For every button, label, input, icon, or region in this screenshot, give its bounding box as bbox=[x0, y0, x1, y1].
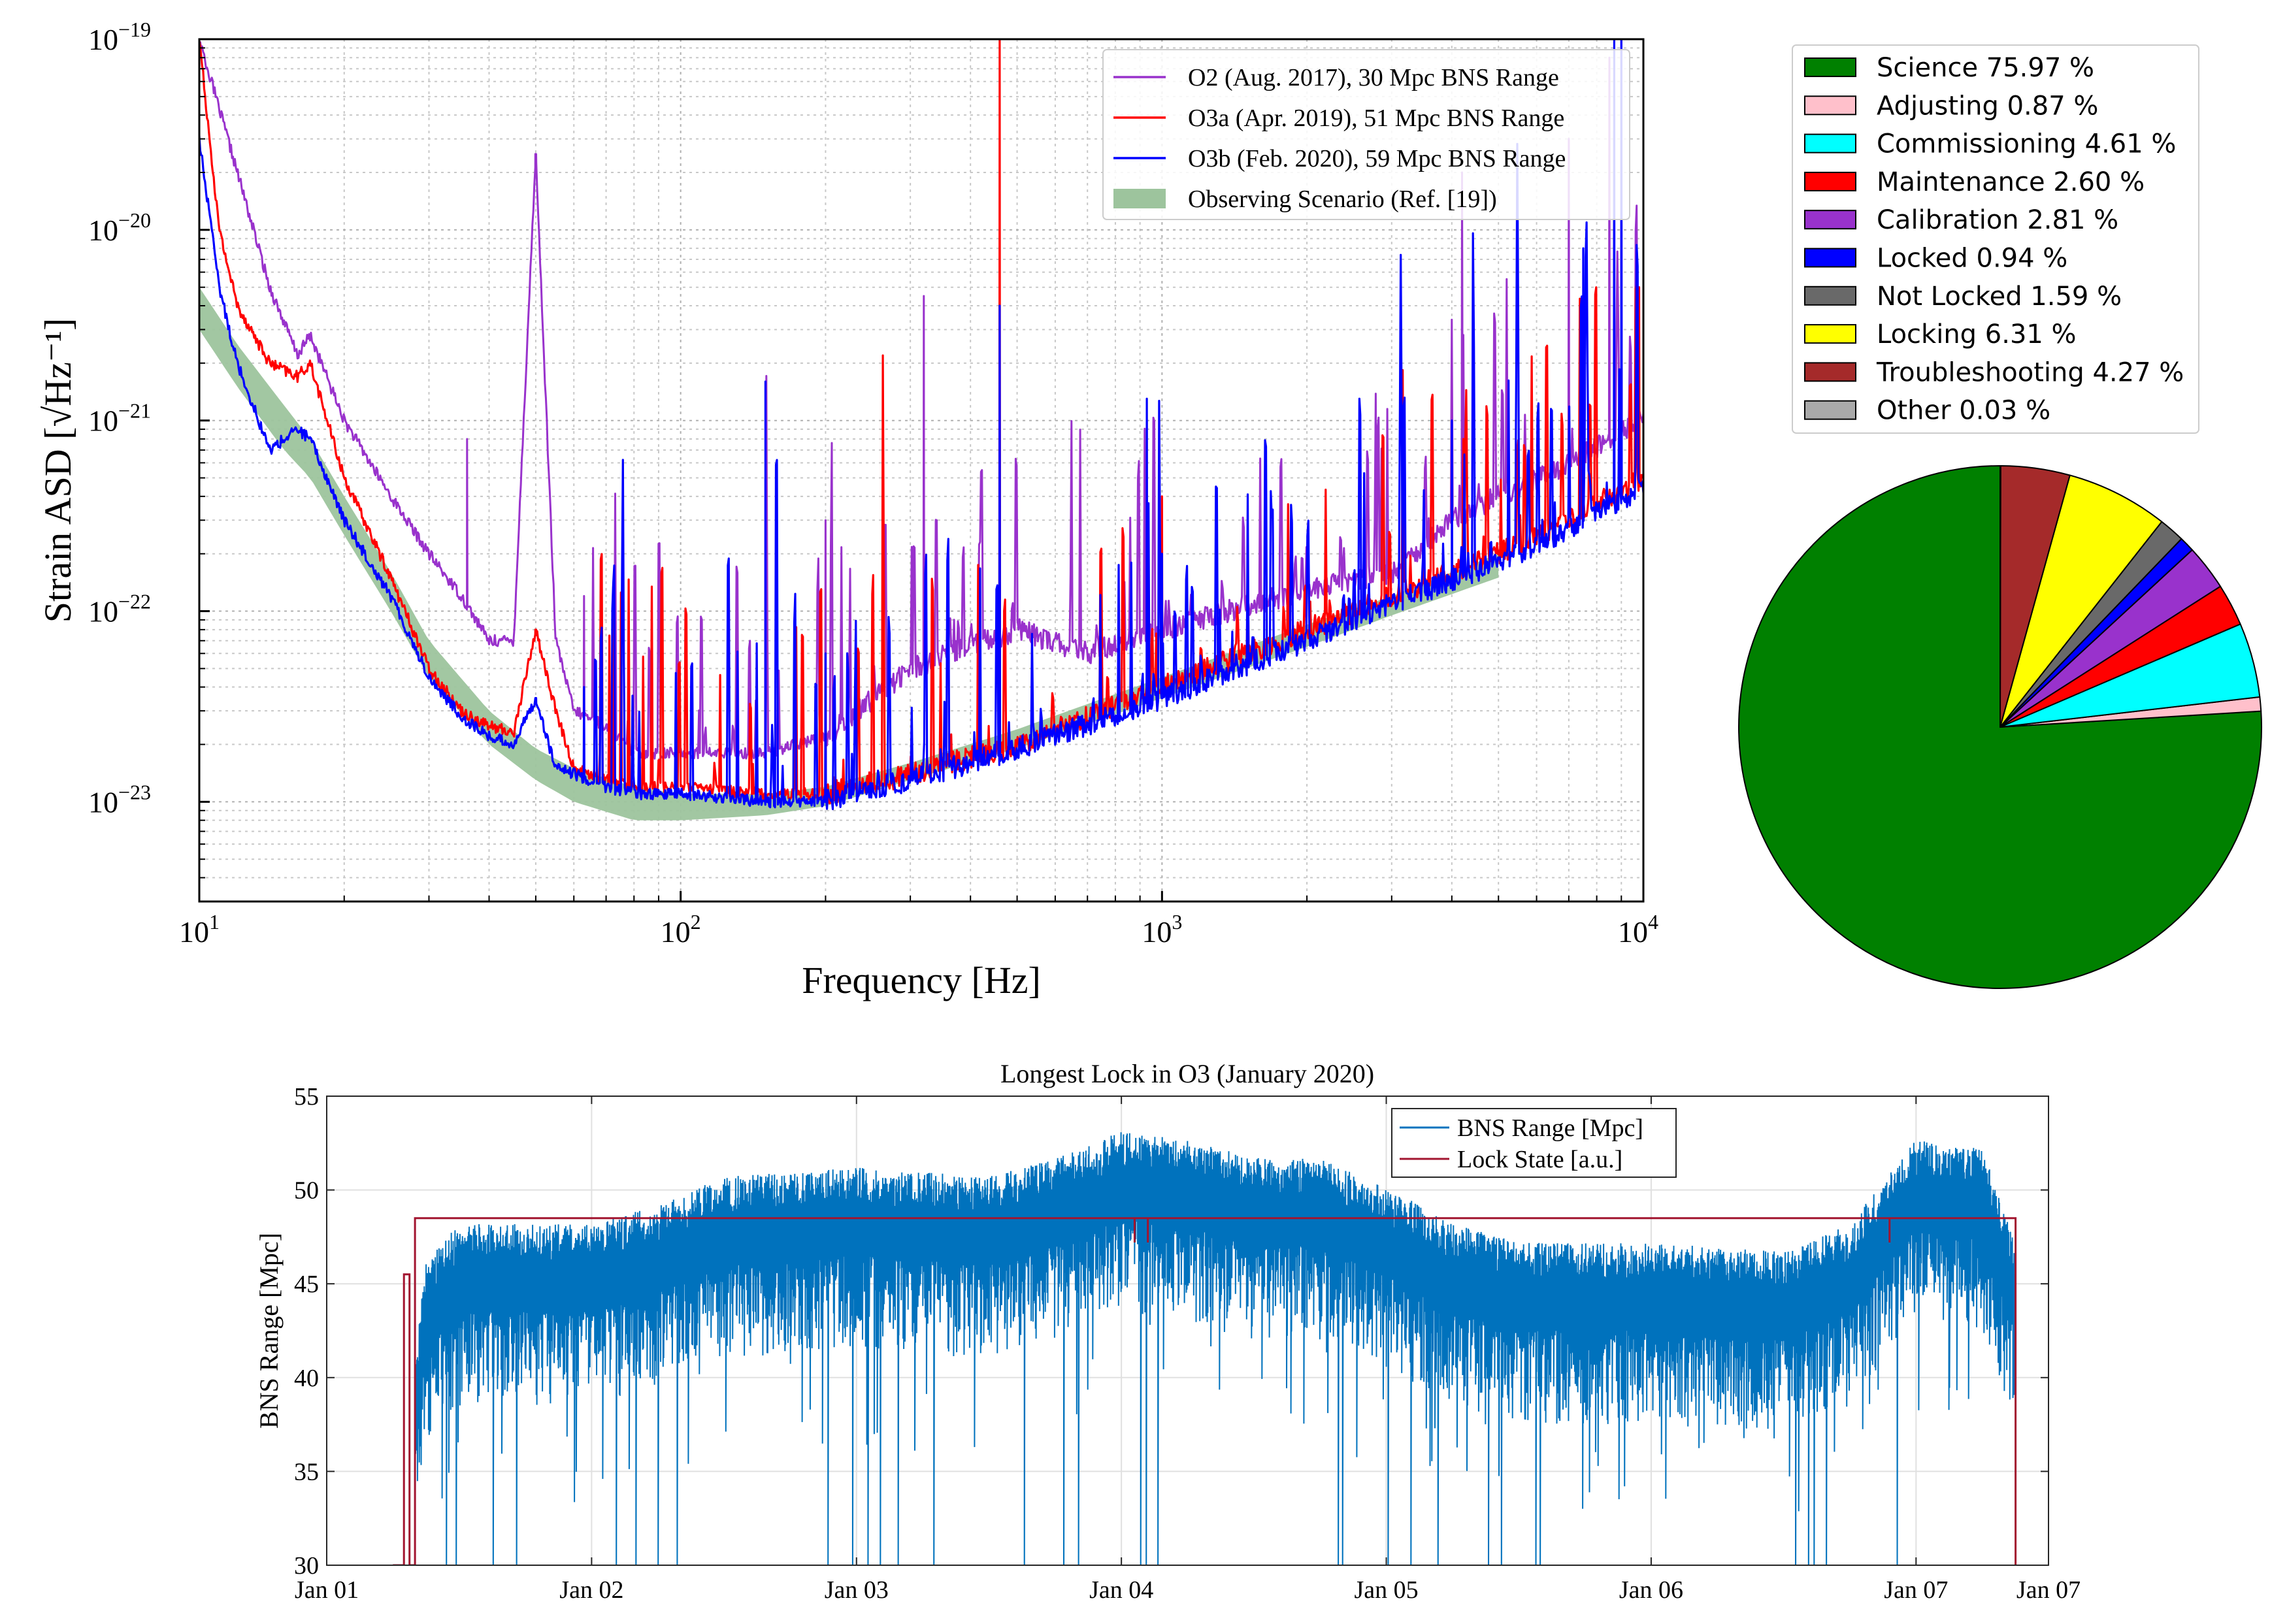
pie-legend-swatch bbox=[1804, 362, 1856, 382]
asd-legend-label: O3b (Feb. 2020), 59 Mpc BNS Range bbox=[1188, 145, 1566, 172]
asd-y-tick-label: 10−22 bbox=[88, 590, 151, 628]
pie-legend-label: Calibration 2.81 % bbox=[1877, 205, 2118, 235]
asd-y-tick-label-base: 10 bbox=[88, 214, 118, 247]
asd-x-tick-label-exponent: 3 bbox=[1172, 910, 1182, 934]
bns-ticks bbox=[326, 1096, 2049, 1566]
pie-slices bbox=[1738, 464, 2262, 989]
asd-legend-label: Observing Scenario (Ref. [19]) bbox=[1188, 186, 1497, 213]
asd-x-tick-label-base: 10 bbox=[1142, 915, 1172, 949]
pie-legend-swatch bbox=[1804, 171, 1856, 191]
bns-plot-frame bbox=[326, 1096, 2049, 1566]
asd-legend-label: O3a (Apr. 2019), 51 Mpc BNS Range bbox=[1188, 105, 1564, 132]
bns-y-tick-label: 55 bbox=[294, 1083, 319, 1111]
asd-y-tick-label-exponent: −23 bbox=[118, 780, 151, 804]
bns-x-tick-label: Jan 02 bbox=[559, 1576, 623, 1604]
asd-x-tick-label-exponent: 2 bbox=[691, 910, 701, 934]
pie-legend-swatch bbox=[1804, 95, 1856, 116]
asd-x-tick-label-exponent: 1 bbox=[209, 910, 220, 934]
bns-y-tick-label: 40 bbox=[294, 1365, 319, 1392]
pie-legend-swatch bbox=[1804, 210, 1856, 230]
asd-y-tick-label-exponent: −22 bbox=[118, 590, 151, 613]
bns-y-tick-label: 50 bbox=[294, 1177, 319, 1205]
asd-y-tick-label-exponent: −21 bbox=[118, 399, 151, 423]
bns-y-tick-label: 30 bbox=[294, 1552, 319, 1580]
bns-x-tick-label: Jan 01 bbox=[295, 1576, 359, 1604]
bns-x-tick-label: Jan 07 bbox=[1884, 1576, 1948, 1604]
duty-cycle-pie-chart: Science 75.97 % Adjusting 0.87 % Commissio… bbox=[1738, 44, 2262, 989]
pie-legend-swatch bbox=[1804, 285, 1856, 306]
pie-legend-label: Not Locked 1.59 % bbox=[1877, 282, 2122, 312]
bns-x-tick-label: Jan 03 bbox=[825, 1576, 889, 1604]
pie-legend-label: Troubleshooting 4.27 % bbox=[1876, 357, 2184, 387]
asd-x-tick-label-base: 10 bbox=[179, 915, 209, 949]
asd-x-tick-label: 102 bbox=[661, 910, 701, 949]
bns-y-tick-label: 45 bbox=[294, 1271, 319, 1298]
pie-legend-label: Other 0.03 % bbox=[1877, 396, 2050, 426]
bns-y-tick-label: 35 bbox=[294, 1458, 319, 1486]
asd-series-o2 bbox=[199, 39, 1643, 760]
asd-y-tick-label: 10−20 bbox=[88, 208, 151, 247]
pie-legend-box bbox=[1792, 44, 2199, 434]
asd-y-tick-label-base: 10 bbox=[88, 595, 118, 628]
bns-chart-title: Longest Lock in O3 (January 2020) bbox=[1000, 1059, 1374, 1088]
asd-y-tick-label: 10−21 bbox=[88, 399, 151, 438]
asd-x-tick-label: 101 bbox=[179, 910, 220, 949]
bns-range-chart: Longest Lock in O3 (January 2020) Jan 01… bbox=[254, 1059, 2081, 1604]
pie-legend-swatch bbox=[1804, 248, 1856, 268]
asd-plot-frame bbox=[198, 38, 1645, 903]
bns-y-axis-label: BNS Range [Mpc] bbox=[254, 1233, 284, 1429]
pie-legend-label: Locking 6.31 % bbox=[1877, 319, 2077, 349]
asd-series-group bbox=[199, 39, 1643, 820]
bns-tick-labels: Jan 01 Jan 02 Jan 03 Jan 04 Jan 05 Jan 06 Jan … bbox=[294, 1083, 2081, 1604]
asd-legend-swatch bbox=[1113, 189, 1166, 208]
pie-legend: Science 75.97 % Adjusting 0.87 % Commissio… bbox=[1792, 44, 2199, 434]
asd-y-tick-label: 10−23 bbox=[88, 780, 151, 819]
bns-x-tick-label: Jan 06 bbox=[1619, 1576, 1683, 1604]
pie-legend-swatch bbox=[1804, 133, 1856, 154]
pie-slice bbox=[1999, 464, 2001, 728]
asd-y-tick-label-exponent: −20 bbox=[118, 208, 151, 232]
bns-x-tick-label: Jan 07 bbox=[2016, 1576, 2081, 1604]
asd-x-tick-label-exponent: 4 bbox=[1648, 910, 1658, 934]
pie-legend-swatch bbox=[1804, 324, 1856, 344]
asd-x-tick-label: 103 bbox=[1142, 910, 1182, 949]
asd-series-o3b bbox=[199, 39, 1643, 811]
bns-series-lock-state bbox=[393, 1217, 2017, 1565]
asd-legend-box bbox=[1102, 49, 1630, 220]
pie-legend-label: Science 75.97 % bbox=[1877, 53, 2094, 83]
pie-legend-label: Maintenance 2.60 % bbox=[1877, 167, 2145, 197]
bns-legend: BNS Range [Mpc] Lock State [a.u.] bbox=[1391, 1108, 1677, 1178]
asd-y-tick-label-base: 10 bbox=[88, 23, 118, 56]
pie-legend-label: Adjusting 0.87 % bbox=[1877, 91, 2098, 121]
bns-x-tick-label: Jan 05 bbox=[1354, 1576, 1418, 1604]
asd-legend: O2 (Aug. 2017), 30 Mpc BNS Range O3a (Apr… bbox=[1102, 49, 1630, 220]
asd-ticks bbox=[198, 38, 1645, 901]
bns-series-group bbox=[393, 1132, 2017, 1565]
asd-legend-label: O2 (Aug. 2017), 30 Mpc BNS Range bbox=[1188, 64, 1559, 91]
asd-y-axis-label: Strain ASD [√Hz⁻¹] bbox=[37, 318, 79, 623]
asd-y-tick-label: 10−19 bbox=[88, 18, 151, 56]
asd-x-tick-label-base: 10 bbox=[1618, 915, 1648, 949]
asd-y-tick-label-base: 10 bbox=[88, 785, 118, 819]
pie-legend-swatch bbox=[1804, 400, 1856, 420]
pie-legend-swatch bbox=[1804, 57, 1856, 77]
asd-y-tick-label-exponent: −19 bbox=[118, 18, 151, 41]
bns-legend-label: BNS Range [Mpc] bbox=[1457, 1114, 1643, 1142]
asd-x-tick-label-base: 10 bbox=[661, 915, 691, 949]
asd-x-axis-label: Frequency [Hz] bbox=[802, 959, 1041, 1001]
bns-series-range bbox=[414, 1132, 2016, 1565]
bns-legend-label: Lock State [a.u.] bbox=[1457, 1146, 1622, 1173]
asd-x-tick-label: 104 bbox=[1618, 910, 1658, 949]
bns-x-tick-label: Jan 04 bbox=[1089, 1576, 1153, 1604]
bns-legend-box bbox=[1391, 1108, 1677, 1178]
asd-y-tick-label-base: 10 bbox=[88, 404, 118, 438]
pie-legend-label: Commissioning 4.61 % bbox=[1877, 129, 2176, 159]
pie-slice bbox=[1999, 474, 2163, 728]
pie-legend-label: Locked 0.94 % bbox=[1877, 244, 2067, 274]
